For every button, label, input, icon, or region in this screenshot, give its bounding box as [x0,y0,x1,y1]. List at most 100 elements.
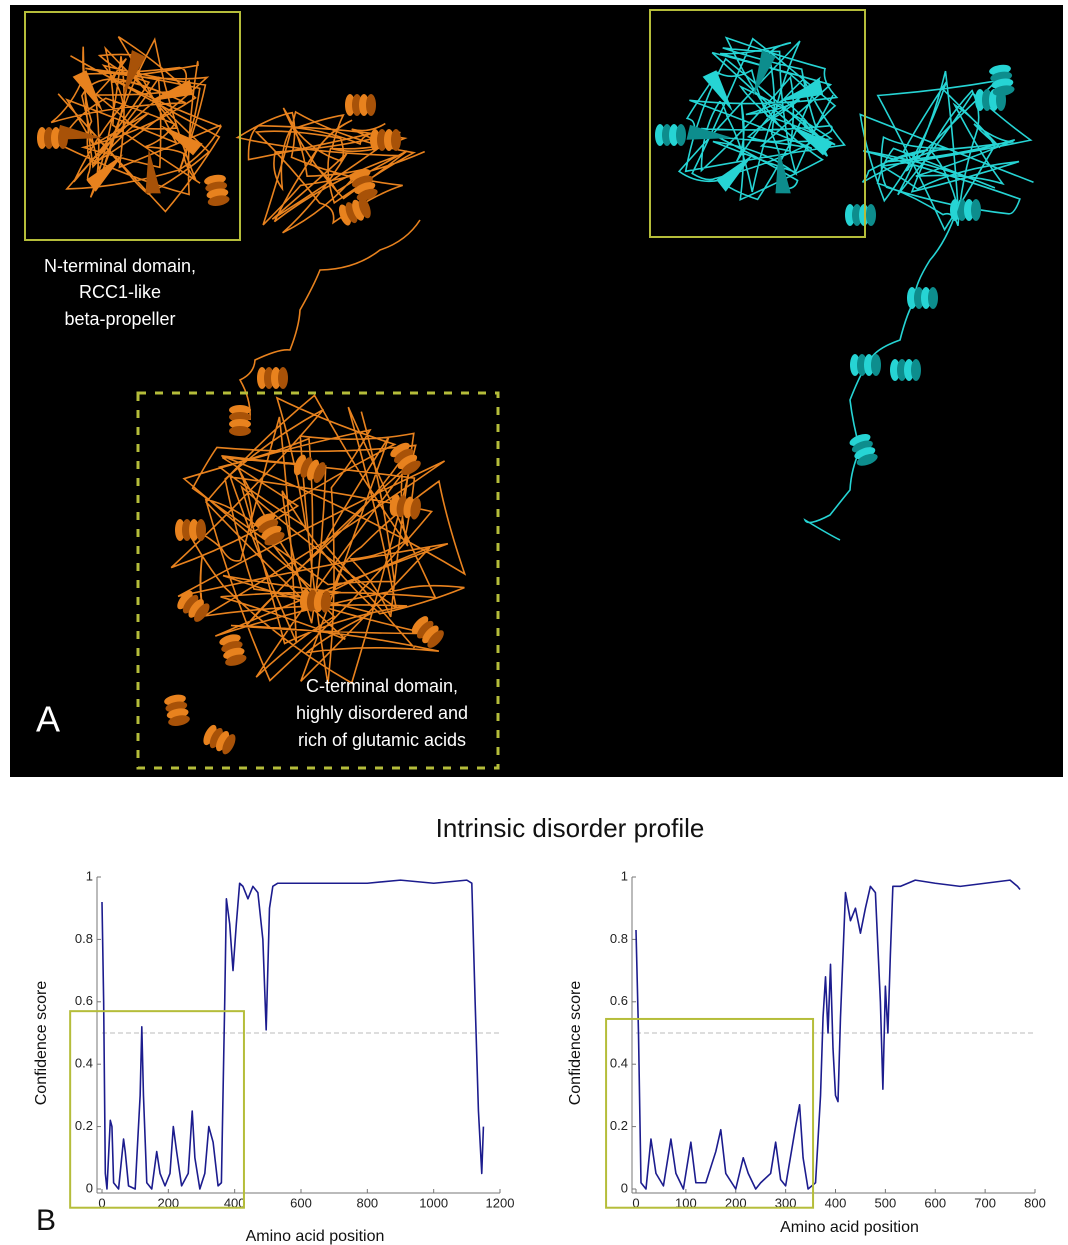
helix-turn [258,519,279,533]
helix [37,127,68,149]
chart: 0 0.2 0.4 0.6 0.8 1 0 200 400 600 800 1000 1200 Amino… [33,868,514,1245]
helix-turn [950,199,960,221]
beta-strand [790,125,833,156]
annotation: rich of glutamic acids [298,730,466,750]
helix-turn [203,724,217,746]
protein-rendering [37,36,1034,755]
helix [390,442,421,476]
beta-strand [123,50,146,96]
helix-turn [278,367,288,389]
helix [950,199,981,221]
helix [989,64,1015,96]
helix-turn [51,127,61,149]
beta-strand [778,79,824,102]
beta-strand [716,154,754,192]
helix [204,174,230,206]
backbone [677,36,847,202]
beta-strand [775,148,791,194]
y-tick-label: 0.2 [75,1118,93,1133]
helix-turn [410,497,421,520]
y-tick-label: 0 [86,1180,93,1195]
beta-strand [148,79,194,102]
disorder-line [635,879,1021,1190]
helix-turn [359,94,369,116]
backbone [859,70,1034,232]
helix-turn [655,124,665,146]
helix-turn [196,519,206,541]
n-terminal-box [24,11,241,241]
helix-turn [971,199,981,221]
backbone [803,199,961,541]
x-tick-label: 400 [224,1195,246,1210]
x-tick-label: 300 [775,1195,797,1210]
helix [349,168,378,201]
helix-turn [992,85,1015,96]
n-terminal-box [649,9,866,238]
beta-strand [86,154,124,192]
helix-turn [366,94,376,116]
helix [389,494,421,520]
helix-turn [416,620,434,639]
helix [338,197,371,226]
helix-turn [345,94,355,116]
helix-turn [320,590,331,613]
helix-turn [394,448,414,464]
helix-turn [313,462,326,483]
helix-turn [904,359,914,381]
helix-turn [852,204,862,226]
helix-turn [300,457,313,478]
x-tick-label: 0 [632,1195,639,1210]
helix-turn [271,367,281,389]
helix [370,129,401,151]
y-tick-label: 0.2 [610,1118,628,1133]
beta-strand [56,124,103,140]
y-tick-label: 0.6 [75,993,93,1008]
helix [175,519,206,541]
x-tick-label: 600 [924,1195,946,1210]
helix-turn [866,204,876,226]
helix-turn [175,519,185,541]
helix-turn [207,195,230,206]
helix [293,454,326,483]
helix [254,513,285,546]
helix-turn [391,129,401,151]
helix-turn [229,426,251,436]
helix-turn [957,199,967,221]
y-tick-label: 0.6 [610,993,628,1008]
helix-turn [257,367,267,389]
helix-turn [982,89,992,111]
helix-turn [293,454,307,476]
annotation: RCC1-like [79,282,161,302]
panel-label: B [36,1204,56,1237]
y-tick-label: 1 [621,868,628,883]
beta-strand [702,70,733,112]
helix [411,616,444,648]
panel-label: A [36,699,60,740]
helix-turn [229,419,251,429]
helix-turn [209,727,223,749]
helix-turn [401,460,421,476]
helix [890,359,921,381]
x-tick-label: 500 [875,1195,897,1210]
helix-turn [254,513,276,527]
x-tick-label: 700 [974,1195,996,1210]
beta-strand [72,70,103,112]
helix-turn [857,354,867,376]
disorder-line [101,879,485,1190]
helix-turn [44,127,54,149]
helix-turn [189,519,199,541]
helix-turn [411,616,429,634]
helix-turn [890,359,900,381]
helix-turn [182,519,192,541]
y-tick-label: 0.4 [75,1056,93,1071]
helix [257,367,288,389]
helix-turn [397,454,418,470]
x-axis-label: Amino acid position [780,1219,919,1236]
x-tick-label: 800 [356,1195,378,1210]
helix-turn [229,412,251,422]
annotation: C-terminal domain, [306,676,458,696]
x-tick-label: 0 [98,1195,105,1210]
beta-strand [686,124,733,140]
helix-turn [921,287,931,309]
